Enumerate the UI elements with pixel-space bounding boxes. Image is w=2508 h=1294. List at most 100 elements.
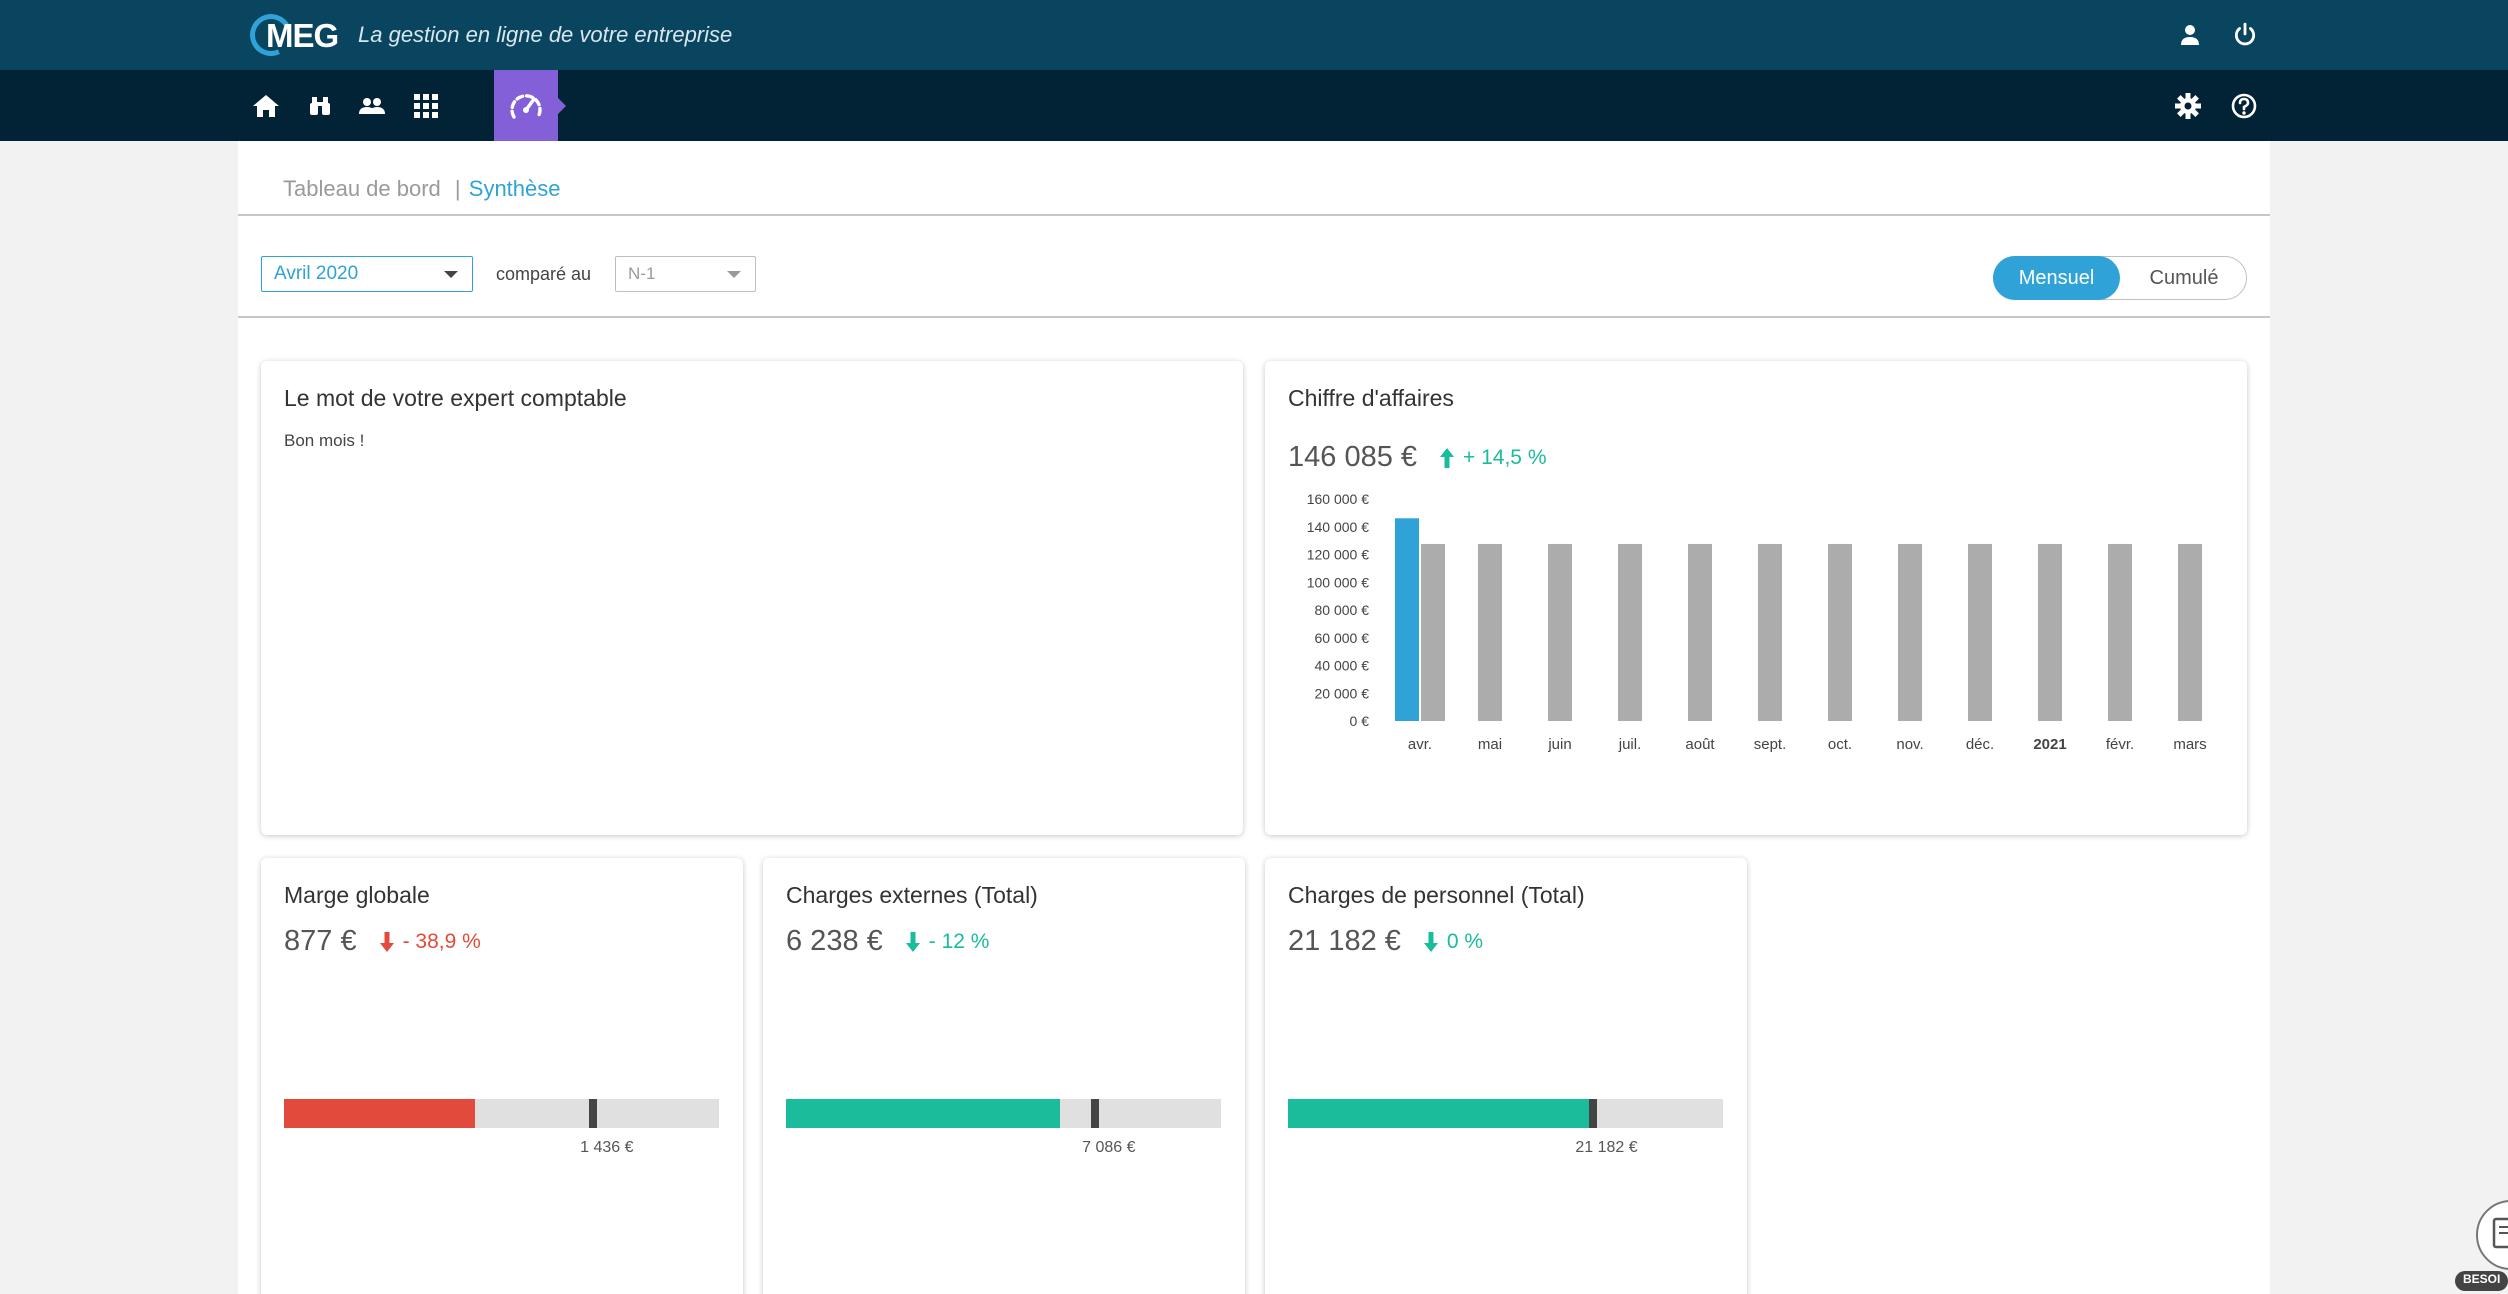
reference-marker (1588, 1099, 1597, 1128)
y-tick-label: 140 000 € (1307, 519, 1369, 535)
card-title: Chiffre d'affaires (1288, 385, 1454, 411)
y-tick-label: 20 000 € (1315, 685, 1370, 701)
x-tick-label: sept. (1754, 736, 1787, 753)
gear-icon[interactable] (2170, 88, 2206, 124)
period-select-value: Avril 2020 (274, 263, 359, 284)
nav-item-dashboard[interactable] (494, 70, 558, 141)
kpi-value: 6 238 € (786, 925, 883, 957)
help-chat-label[interactable]: BESOI (2455, 1271, 2508, 1291)
bar-comparison[interactable] (1548, 543, 1572, 721)
reference-value: 21 182 € (1575, 1139, 1638, 1156)
arrow-down-icon (1423, 931, 1438, 952)
card-title: Marge globale (284, 882, 430, 908)
breadcrumb-separator: | (454, 176, 461, 201)
help-icon[interactable] (2226, 88, 2262, 124)
x-tick-label: déc. (1966, 736, 1994, 753)
bar-comparison[interactable] (2178, 543, 2202, 721)
chevron-down-icon (444, 271, 458, 278)
brand[interactable]: MEG La gestion en ligne de votre entrepr… (244, 8, 733, 62)
bar-comparison[interactable] (1421, 543, 1445, 721)
y-tick-label: 100 000 € (1307, 574, 1369, 590)
arrow-down-icon (379, 931, 394, 952)
breadcrumb-root[interactable]: Tableau de bord (283, 176, 441, 201)
reference-value: 1 436 € (580, 1139, 634, 1156)
period-select[interactable]: Avril 2020 (261, 256, 473, 292)
power-icon[interactable] (2228, 18, 2262, 52)
document-icon (2492, 1217, 2508, 1249)
bar-comparison[interactable] (1828, 543, 1852, 721)
main-content: Tableau de bord | Synthèse Avril 2020 co… (238, 141, 2270, 1294)
kpi-value: 877 € (284, 925, 357, 957)
kpi-delta: + 14,5 % (1439, 445, 1547, 470)
divider (238, 316, 2270, 318)
view-toggle: Mensuel Cumulé (1993, 256, 2247, 300)
home-icon[interactable] (248, 88, 284, 124)
logo: MEG (244, 8, 346, 62)
bar-comparison[interactable] (1758, 543, 1782, 721)
help-chat-button[interactable] (2476, 1200, 2508, 1270)
logo-text: MEG (266, 17, 339, 54)
kpi-delta: - 38,9 % (379, 930, 481, 954)
kpi-delta-value: + 14,5 % (1463, 445, 1547, 469)
reference-marker (588, 1099, 597, 1128)
kpi-row: 877 € - 38,9 % (284, 925, 481, 958)
main-navbar (0, 70, 2508, 141)
bar-comparison[interactable] (1478, 543, 1502, 721)
kpi-value: 146 085 € (1288, 441, 1418, 473)
nav-active-indicator (558, 98, 566, 114)
kpi-delta-value: - 38,9 % (402, 929, 481, 953)
divider (238, 214, 2270, 216)
progress-track (786, 1099, 1221, 1128)
x-tick-label: oct. (1828, 736, 1852, 753)
y-tick-label: 60 000 € (1315, 630, 1370, 646)
progress-track (284, 1099, 719, 1128)
compare-select-value: N-1 (628, 264, 656, 283)
x-tick-label: août (1685, 736, 1715, 753)
toggle-mensuel[interactable]: Mensuel (1993, 256, 2120, 300)
x-tick-label: nov. (1896, 736, 1923, 753)
kpi-row: 6 238 € - 12 % (786, 925, 989, 958)
kpi-delta-value: - 12 % (928, 929, 990, 953)
bar-comparison[interactable] (2108, 543, 2132, 721)
bar-comparison[interactable] (1898, 543, 1922, 721)
reference-value: 7 086 € (1082, 1139, 1136, 1156)
user-icon[interactable] (2173, 18, 2207, 52)
grid-icon[interactable] (408, 88, 444, 124)
x-tick-label: 2021 (2033, 736, 2066, 753)
app-tagline: La gestion en ligne de votre entreprise (358, 22, 733, 47)
top-header: MEG La gestion en ligne de votre entrepr… (0, 0, 2508, 70)
kpi-delta-value: 0 % (1446, 929, 1484, 953)
bar-comparison[interactable] (2038, 543, 2062, 721)
card-title: Charges externes (Total) (786, 882, 1038, 908)
arrow-up-icon (1440, 447, 1455, 468)
kpi-row: 21 182 € 0 % (1288, 925, 1483, 958)
revenue-kpi: 146 085 € + 14,5 % (1288, 441, 1547, 474)
revenue-card: Chiffre d'affaires 146 085 € + 14,5 % 0 … (1265, 361, 2247, 835)
y-tick-label: 40 000 € (1315, 658, 1370, 674)
kpi-card: Charges de personnel (Total) 21 182 €0 % 2… (1265, 858, 1747, 1294)
x-tick-label: févr. (2106, 736, 2134, 753)
bar-comparison[interactable] (1968, 543, 1992, 721)
kpi-card: Marge globale 877 € - 38,9 % 1 436 € (261, 858, 743, 1294)
reference-marker (1090, 1099, 1099, 1128)
bar-comparison[interactable] (1688, 543, 1712, 721)
progress-fill (786, 1099, 1061, 1128)
progress-fill (1288, 1099, 1593, 1128)
toggle-cumule[interactable]: Cumulé (2149, 266, 2219, 289)
expert-message: Bon mois ! (284, 431, 365, 450)
x-tick-label: juin (1547, 736, 1571, 753)
card-title: Charges de personnel (Total) (1288, 882, 1585, 908)
x-tick-label: mai (1478, 736, 1502, 753)
users-icon[interactable] (354, 88, 390, 124)
kpi-card: Charges externes (Total) 6 238 € - 12 % 7 0… (763, 858, 1245, 1294)
y-tick-label: 80 000 € (1315, 602, 1370, 618)
expert-message-card: Le mot de votre expert comptable Bon moi… (261, 361, 1243, 835)
y-tick-label: 120 000 € (1307, 547, 1369, 563)
progress-track (1288, 1099, 1723, 1128)
bar-current[interactable] (1395, 518, 1419, 721)
bar-comparison[interactable] (1618, 543, 1642, 721)
kpi-value: 21 182 € (1288, 925, 1401, 957)
compare-select[interactable]: N-1 (615, 256, 756, 292)
y-tick-label: 160 000 € (1307, 491, 1369, 507)
binoculars-icon[interactable] (302, 88, 338, 124)
